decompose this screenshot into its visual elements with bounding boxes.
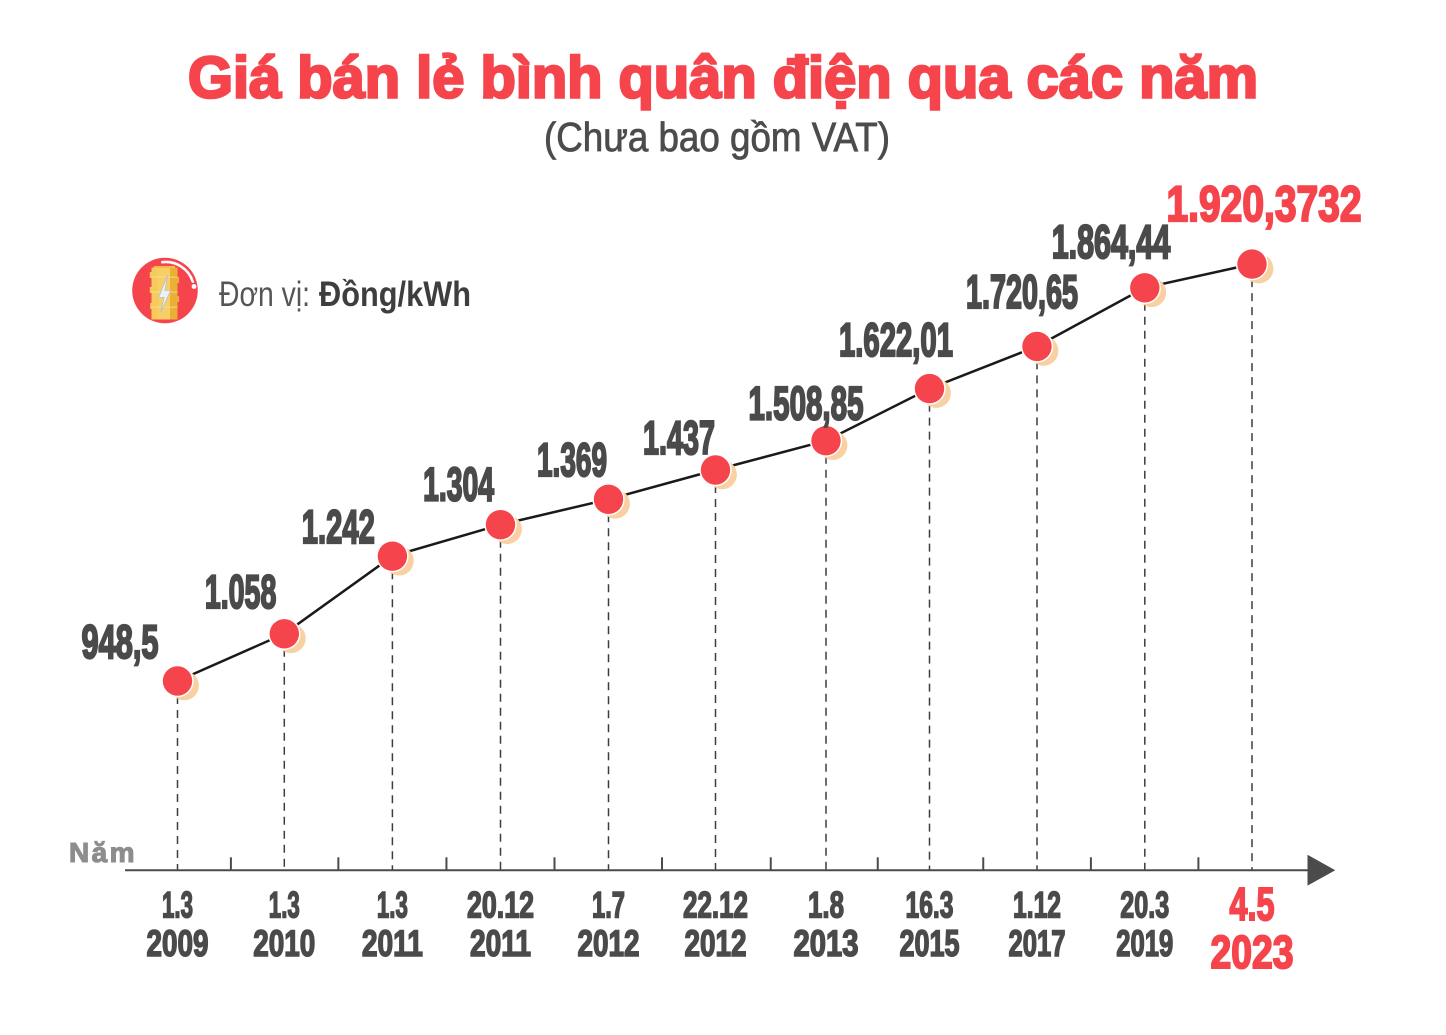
svg-text:1.3: 1.3 [377, 885, 408, 926]
svg-text:2019: 2019 [1116, 923, 1173, 964]
svg-text:1.920,3732: 1.920,3732 [1167, 176, 1362, 232]
svg-text:1.720,65: 1.720,65 [966, 265, 1078, 318]
svg-text:1.508,85: 1.508,85 [749, 377, 864, 430]
svg-text:1.058: 1.058 [205, 565, 277, 618]
svg-text:2015: 2015 [900, 923, 960, 964]
svg-text:Giá bán lẻ bình quân điện qua: Giá bán lẻ bình quân điện qua các năm [188, 46, 1258, 111]
svg-text:1.242: 1.242 [302, 500, 375, 553]
svg-text:Đồng/kWh: Đồng/kWh [319, 275, 471, 314]
svg-text:20.12: 20.12 [467, 885, 534, 926]
svg-text:16.3: 16.3 [906, 885, 954, 926]
svg-text:1.7: 1.7 [592, 885, 625, 926]
svg-text:1.12: 1.12 [1013, 885, 1061, 926]
svg-text:20.3: 20.3 [1120, 885, 1169, 926]
svg-text:Năm: Năm [69, 837, 137, 868]
svg-text:1.8: 1.8 [808, 885, 844, 926]
svg-text:948,5: 948,5 [82, 615, 159, 668]
svg-text:2017: 2017 [1009, 923, 1066, 964]
svg-text:2011: 2011 [362, 923, 423, 964]
svg-text:2011: 2011 [470, 923, 531, 964]
svg-text:1.3: 1.3 [162, 885, 193, 926]
svg-text:1.304: 1.304 [423, 458, 494, 511]
svg-text:2009: 2009 [147, 923, 209, 964]
svg-text:1.3: 1.3 [269, 885, 300, 926]
svg-text:2010: 2010 [253, 923, 315, 964]
svg-text:22.12: 22.12 [683, 885, 748, 926]
svg-text:1.864,44: 1.864,44 [1052, 215, 1171, 268]
svg-text:1.622,01: 1.622,01 [839, 313, 953, 366]
svg-text:2012: 2012 [685, 923, 747, 964]
svg-text:(Chưa bao gồm VAT): (Chưa bao gồm VAT) [544, 114, 890, 160]
svg-text:2013: 2013 [794, 923, 859, 964]
svg-text:Đơn vị:: Đơn vị: [219, 275, 310, 314]
svg-text:2012: 2012 [578, 923, 640, 964]
svg-text:4.5: 4.5 [1230, 878, 1275, 930]
svg-text:1.369: 1.369 [537, 433, 607, 486]
svg-text:1.437: 1.437 [643, 411, 715, 464]
svg-text:2023: 2023 [1211, 926, 1294, 978]
